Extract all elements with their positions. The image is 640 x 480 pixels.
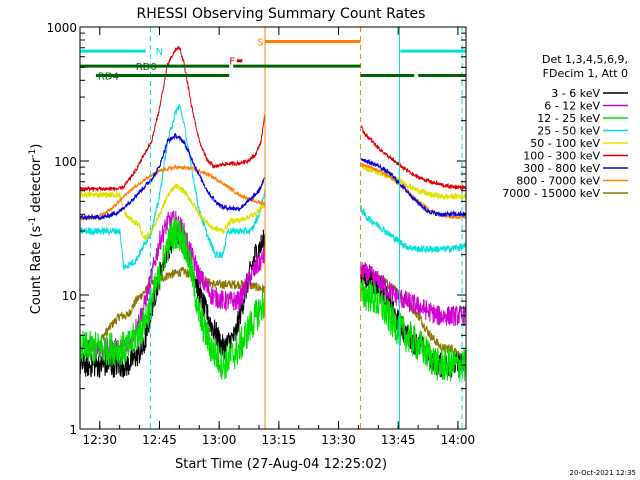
legend-header-line-1: Det 1,3,4,5,6,9, <box>542 53 628 66</box>
y-axis-label-sup2: -1 <box>28 149 38 158</box>
x-tick-label-1: 12:30 <box>82 433 117 447</box>
series-line-7-part-2 <box>360 157 467 218</box>
plot-frame <box>79 26 467 430</box>
legend-label-9: 7000 - 15000 keV <box>502 187 600 200</box>
series-layer <box>79 45 467 382</box>
footer-timestamp: 20-Oct-2021 12:35 <box>570 469 636 477</box>
legend-label-5: 50 - 100 keV <box>530 137 600 150</box>
series-line-8-part-1 <box>79 163 266 221</box>
series-line-5-part-1 <box>79 183 266 241</box>
series-line-3-part-2 <box>360 278 467 382</box>
y-axis-label: Count Rate (s-1 detector-1) <box>28 144 44 315</box>
series-line-6-part-2 <box>360 124 467 191</box>
legend-label-2: 6 - 12 keV <box>544 100 600 113</box>
series-line-5-part-2 <box>360 163 467 201</box>
chart-title: RHESSI Observing Summary Count Rates <box>137 6 426 22</box>
series-line-8-part-2 <box>360 162 467 220</box>
legend-label-7: 300 - 800 keV <box>523 162 600 175</box>
series-line-4-part-2 <box>360 204 467 254</box>
y-axis-label-main: Count Rate (s <box>29 226 44 315</box>
y-tick-label-1: 1 <box>69 423 77 437</box>
series-line-7-part-1 <box>79 132 266 222</box>
series-line-4-part-1 <box>79 102 266 271</box>
series-line-3-part-1 <box>79 216 266 381</box>
axis-layer: 12:30 12:45 13:00 13:15 13:30 13:45 14:00 1 10 10… <box>46 21 475 447</box>
x-axis-label: Start Time (27-Aug-04 12:25:02) <box>175 457 387 472</box>
x-tick-label-7: 14:00 <box>441 433 476 447</box>
event-bar-label-rd4: RD4 <box>98 71 119 82</box>
x-tick-label-3: 13:00 <box>202 433 237 447</box>
event-bar-label-n: N <box>156 47 163 58</box>
y-axis-label-sup1: -1 <box>28 217 38 226</box>
x-tick-label-2: 12:45 <box>142 433 177 447</box>
y-tick-label-3: 100 <box>54 155 77 169</box>
x-tick-label-6: 13:45 <box>381 433 416 447</box>
x-tick-label-4: 13:15 <box>262 433 297 447</box>
y-axis-label-end: ) <box>29 144 44 149</box>
legend-label-6: 100 - 300 keV <box>523 150 600 163</box>
series-line-9-part-1 <box>79 266 266 367</box>
series-line-6-part-1 <box>79 45 266 193</box>
legend-header-line-2: FDecim 1, Att 0 <box>543 67 628 80</box>
legend-label-3: 12 - 25 keV <box>537 112 600 125</box>
y-axis-label-mid: detector <box>29 157 44 217</box>
legend-label-1: 3 - 6 keV <box>551 87 600 100</box>
legend-label-8: 800 - 7000 keV <box>516 175 600 188</box>
event-bar-layer: N S F RD0 RD4 <box>80 37 466 82</box>
event-bar-label-s: S <box>257 37 263 48</box>
series-line-2-part-2 <box>360 261 467 327</box>
event-bar-label-rd0: RD0 <box>136 62 157 73</box>
y-tick-label-2: 10 <box>62 289 77 303</box>
legend-label-4: 25 - 50 keV <box>537 125 600 138</box>
x-tick-label-5: 13:30 <box>321 433 356 447</box>
legend: Det 1,3,4,5,6,9, FDecim 1, Att 0 3 - 6 k… <box>502 53 628 200</box>
y-tick-label-4: 1000 <box>46 21 77 35</box>
event-bar-label-f: F <box>229 57 235 68</box>
